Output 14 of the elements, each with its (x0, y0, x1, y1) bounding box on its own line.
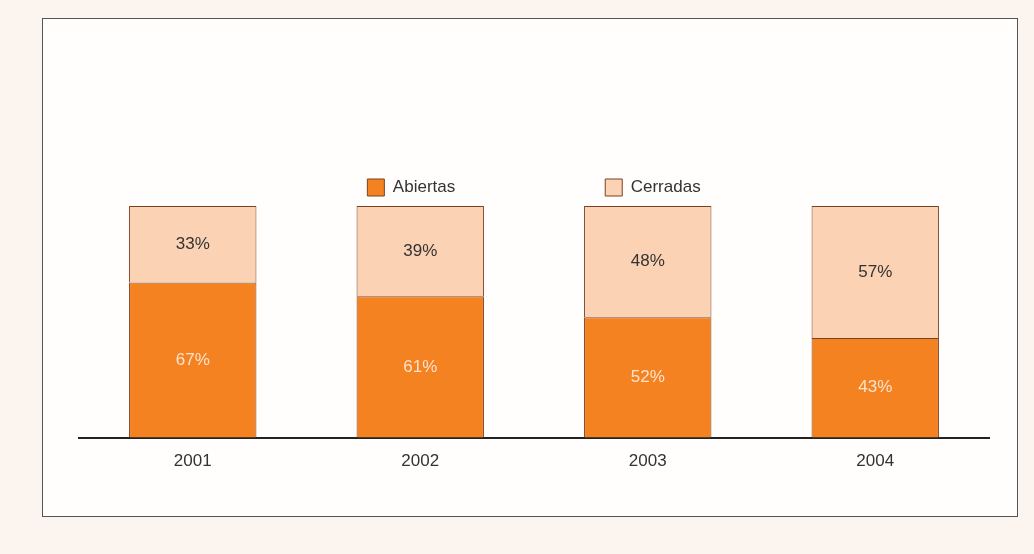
data-label: 39% (403, 240, 438, 260)
data-label: 61% (403, 356, 438, 376)
data-label: 67% (175, 349, 210, 369)
data-label: 48% (630, 251, 665, 271)
data-label: 57% (858, 261, 893, 281)
legend-label: Cerradas (630, 177, 701, 197)
x-tick-label: 2001 (173, 451, 212, 471)
data-label: 43% (858, 377, 893, 397)
data-label: 52% (630, 367, 665, 387)
legend-label: Abiertas (392, 177, 456, 197)
data-label: 33% (175, 233, 210, 253)
x-tick-label: 2002 (401, 451, 440, 471)
x-tick-label: 2003 (628, 451, 667, 471)
x-tick-label: 2004 (856, 451, 895, 471)
